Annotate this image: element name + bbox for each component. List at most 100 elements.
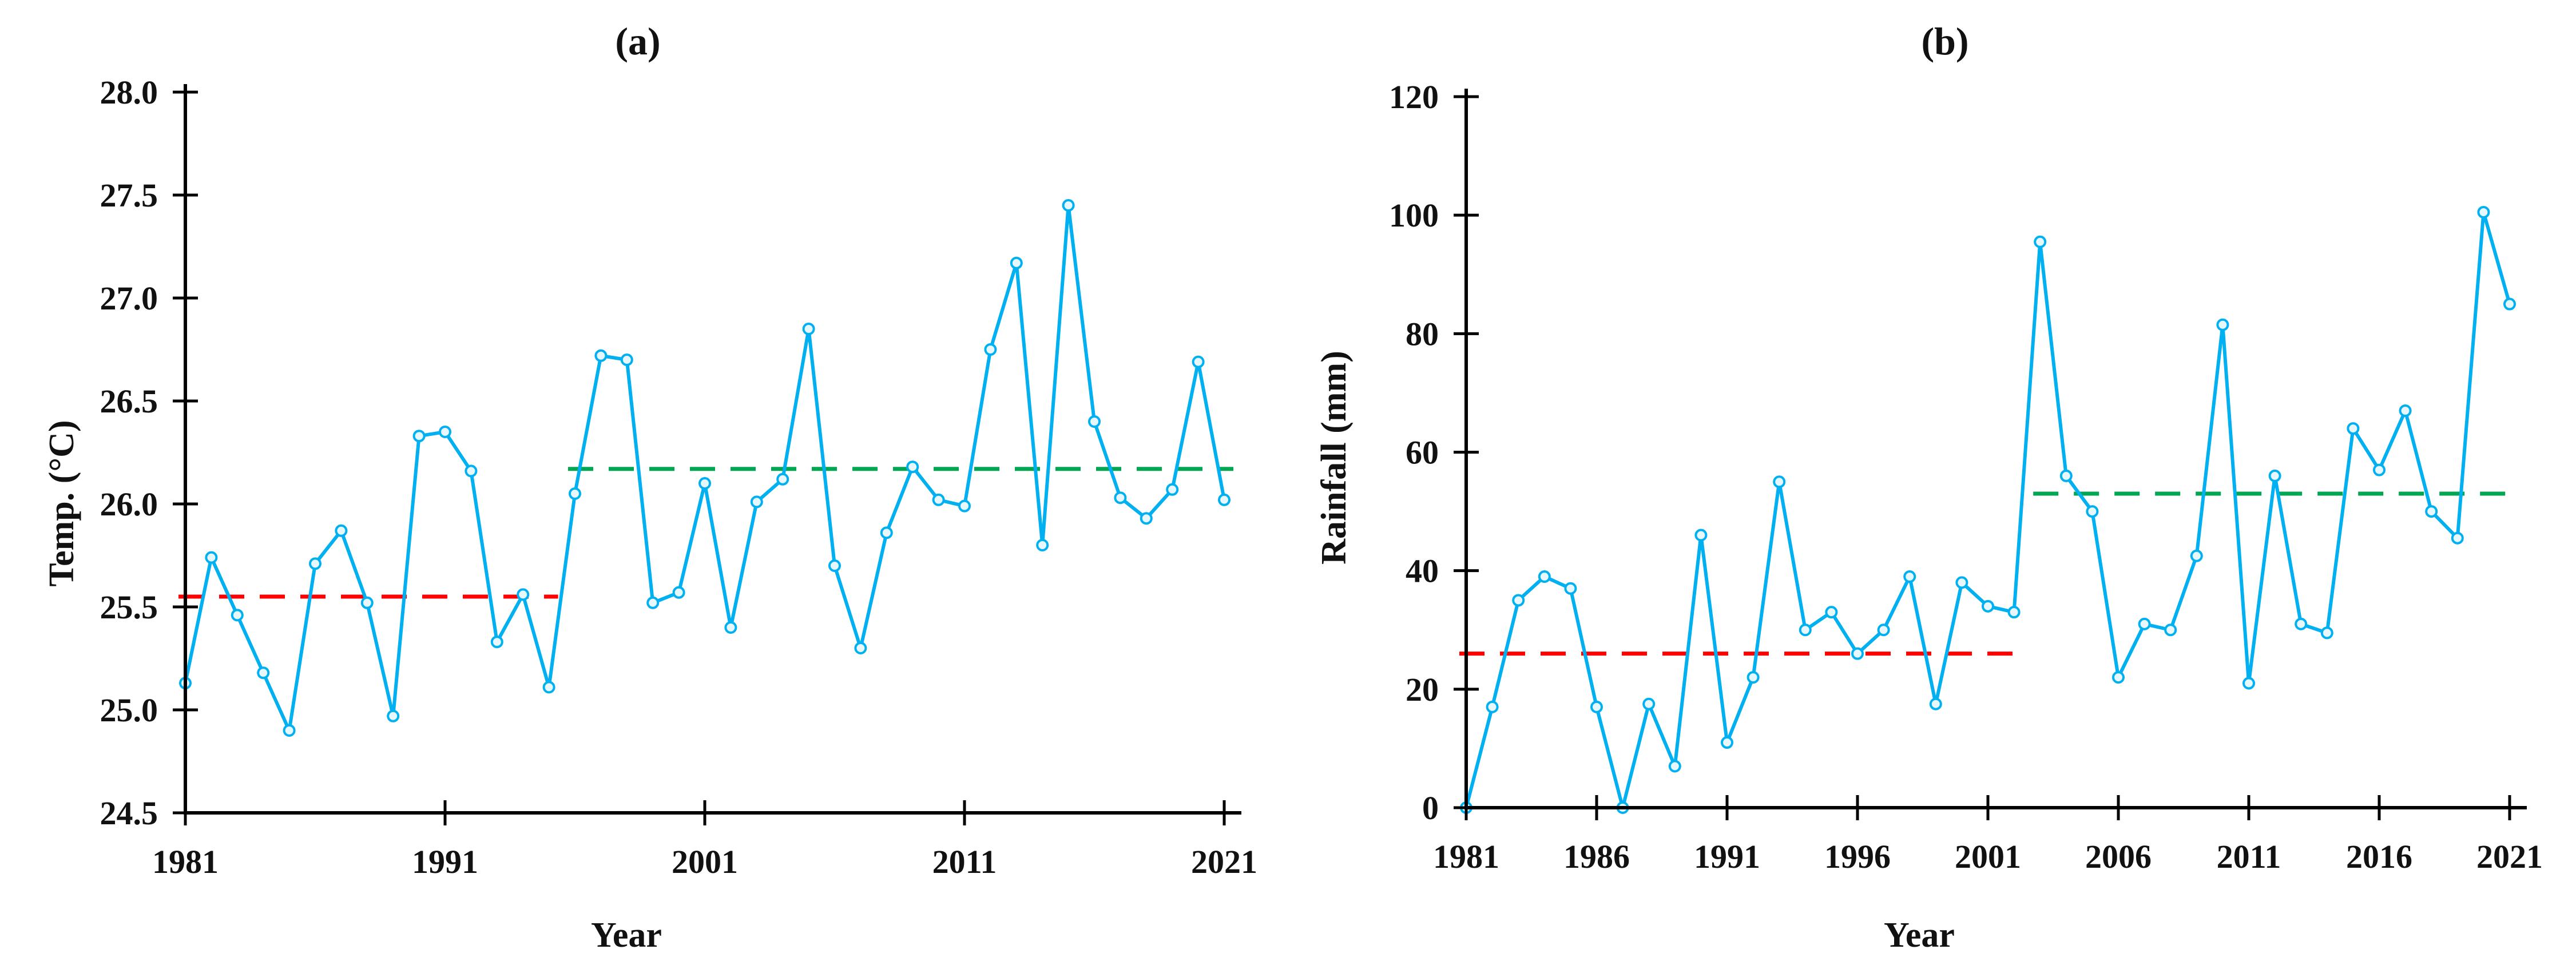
annual-rainfall-point: [1825, 606, 1838, 619]
y-axis-tick-label: 28.0: [100, 74, 158, 111]
annual-mean-temperature-point: [387, 709, 400, 722]
annual-mean-temperature-point: [906, 460, 919, 474]
annual-rainfall-point: [2373, 463, 2386, 476]
y-axis-title: Rainfall (mm): [1315, 351, 1354, 565]
annual-rainfall-point: [1747, 671, 1760, 684]
annual-mean-temperature-point: [283, 724, 296, 737]
y-axis-tick-label: 60: [1406, 434, 1439, 471]
y-axis-tick-label: 80: [1406, 315, 1439, 352]
x-axis-tick-label: 1981: [1433, 838, 1499, 875]
y-axis-tick-label: 120: [1389, 78, 1439, 116]
annual-rainfall-point: [2399, 404, 2412, 417]
annual-mean-temperature-point: [828, 559, 841, 572]
x-axis-tick-label: 2001: [672, 843, 738, 880]
annual-mean-temperature-point: [1140, 512, 1153, 525]
annual-rainfall-point: [1486, 700, 1499, 713]
annual-rainfall-point: [2242, 677, 2255, 690]
annual-rainfall-point: [1564, 582, 1577, 595]
annual-rainfall-point: [1668, 760, 1681, 773]
x-axis-tick-label: 2021: [1191, 843, 1257, 880]
annual-mean-temperature-point: [205, 551, 218, 564]
y-axis-tick-label: 20: [1406, 671, 1439, 708]
x-axis-title: Year: [591, 916, 662, 955]
annual-mean-temperature-point: [439, 426, 451, 438]
annual-mean-temperature-point: [465, 464, 478, 478]
y-axis-tick-label: 26.5: [100, 383, 158, 420]
annual-mean-temperature-point: [854, 642, 867, 654]
annual-mean-temperature-point: [750, 495, 763, 509]
annual-rainfall-point: [2503, 297, 2516, 311]
x-axis-tick-label: 1981: [152, 843, 219, 880]
annual-mean-temperature-point: [309, 557, 321, 570]
annual-mean-temperature-point: [1192, 355, 1205, 368]
annual-rainfall-line: [1464, 210, 2511, 809]
annual-mean-temperature-point: [776, 472, 789, 486]
panel-title: (b): [1921, 19, 1968, 63]
annual-rainfall-point: [1642, 697, 1656, 710]
annual-rainfall-point: [1851, 647, 1864, 660]
annual-mean-temperature-point: [1166, 483, 1179, 496]
annual-mean-temperature-point: [594, 349, 608, 362]
x-axis-tick-label: 1996: [1824, 838, 1891, 875]
annual-mean-temperature-point: [569, 487, 581, 500]
annual-rainfall-point: [2320, 626, 2333, 640]
annual-mean-temperature-point: [490, 636, 503, 649]
x-axis-tick-label: 2011: [2217, 838, 2281, 875]
annual-rainfall-point: [2138, 617, 2151, 630]
y-axis-tick-label: 26.0: [100, 486, 158, 523]
y-axis-tick-label: 24.5: [100, 795, 158, 832]
annual-mean-temperature-point: [335, 524, 348, 537]
x-axis-tick-label: 2011: [932, 843, 997, 880]
annual-rainfall-point: [2112, 671, 2125, 684]
annual-rainfall-point: [2425, 505, 2438, 518]
y-axis-tick-label: 27.0: [100, 280, 158, 317]
annual-rainfall-point: [1590, 700, 1603, 713]
x-axis-tick-label: 2001: [1955, 838, 2021, 875]
annual-rainfall-point: [1773, 475, 1786, 489]
rainfall-panel: 0 20 40 60 80 100 120 1981 1986 1991 1996 2001 2006 2…: [1315, 19, 2543, 955]
annual-mean-temperature-point: [932, 493, 945, 506]
annual-mean-temperature-point: [1036, 539, 1049, 551]
annual-mean-temperature-point: [257, 666, 270, 680]
annual-mean-temperature-point: [984, 343, 997, 356]
x-axis-tick-label: 1986: [1563, 838, 1630, 875]
annual-mean-temperature-point: [517, 588, 530, 601]
annual-mean-temperature-point: [231, 609, 244, 622]
annual-rainfall-point: [2216, 318, 2229, 331]
x-axis-tick-label: 2021: [2476, 838, 2543, 875]
x-axis-tick-label: 2006: [2085, 838, 2152, 875]
annual-rainfall-point: [1694, 529, 1708, 542]
x-axis-tick-label: 2016: [2346, 838, 2412, 875]
annual-mean-temperature-point: [1218, 493, 1231, 506]
annual-mean-temperature-point: [802, 323, 815, 335]
annual-mean-temperature-point: [360, 596, 374, 609]
x-axis-title: Year: [1884, 916, 1955, 955]
panel-title: (a): [615, 19, 660, 63]
annual-rainfall-point: [1982, 599, 1994, 613]
annual-mean-temperature-point: [1062, 199, 1075, 212]
annual-mean-temperature-point: [1010, 256, 1023, 269]
annual-mean-temperature-point: [542, 681, 555, 694]
annual-mean-temperature-point: [698, 477, 711, 490]
y-axis-tick-label: 25.0: [100, 692, 158, 729]
x-axis-tick-label: 1991: [1694, 838, 1760, 875]
annual-rainfall-point: [2295, 617, 2308, 630]
y-axis-tick-label: 25.5: [100, 589, 158, 626]
annual-rainfall-point: [2190, 549, 2203, 562]
annual-rainfall-point: [2086, 505, 2099, 518]
annual-mean-temperature-point: [880, 526, 893, 539]
annual-rainfall-point: [1903, 570, 1916, 583]
temperature-panel: 24.5 25.0 25.5 26.0 26.5 27.0 27.5 28.0 1981 1991…: [42, 19, 1257, 955]
annual-rainfall-point: [1512, 594, 1525, 607]
annual-mean-temperature-point: [958, 499, 971, 513]
y-axis-tick-label: 40: [1406, 553, 1439, 590]
annual-mean-temperature-point: [412, 430, 426, 443]
annual-rainfall-point: [1721, 736, 1733, 749]
annual-rainfall-point: [2164, 624, 2177, 637]
annual-mean-temperature-point: [1114, 491, 1127, 505]
annual-rainfall-point: [1538, 570, 1551, 583]
annual-rainfall-point: [1929, 697, 1942, 710]
annual-rainfall-point: [1877, 624, 1890, 637]
